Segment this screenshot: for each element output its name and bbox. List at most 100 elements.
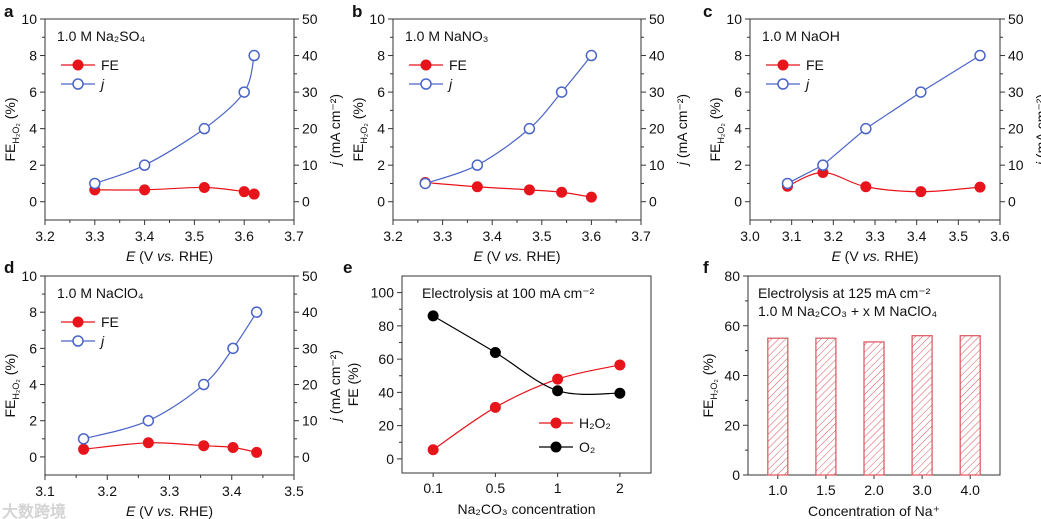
x-tick-label: 2 [616,480,624,496]
legend-marker [72,335,84,347]
label-italic: E [126,503,136,519]
y2-tick-label: 50 [1008,11,1024,27]
y-axis-label: FEH₂O₂ (%) [2,353,21,417]
data-point [250,306,263,318]
data-point [227,342,239,355]
annotation: 1.0 M Na₂CO₃ + x M NaClO₄ [758,303,937,319]
series-line [425,55,592,185]
x-tick-label: 3.0 [912,482,932,498]
legend-label: FE [101,314,119,330]
y-tick-label: 6 [29,84,37,100]
y2-tick-label: 50 [302,268,318,284]
x-tick-label: 3.7 [631,228,651,244]
y2-tick-label: 20 [302,121,318,137]
y2-tick-label: 0 [1008,194,1016,210]
x-tick-label: 3.1 [35,483,55,499]
y-tick-label: 10 [21,11,37,27]
bar [959,335,981,476]
data-point [523,122,536,135]
data-point [860,122,872,135]
annotation: 1.0 M NaClO₄ [57,285,144,301]
label-text: RHE) [880,248,918,264]
y-tick-label: 0 [732,467,740,483]
y-tick-label: 20 [724,417,740,433]
data-point [974,49,986,62]
x-axis-label: E (V vs. RHE) [126,248,213,264]
ylabel-sub: H₂O₂ [709,379,719,400]
panel-label: a [4,2,14,21]
y-tick-label: 6 [29,340,37,356]
data-point [138,159,151,171]
legend-label: FE [806,57,824,73]
data-point [142,414,155,427]
data-point [817,159,829,171]
ylabel-unit: (%) [2,97,18,123]
y2-tick-label: 0 [649,194,657,210]
ylabel-unit: (%) [2,353,18,379]
x-tick-label: 3.0 [740,228,760,244]
legend: H₂O₂ O₂ [539,415,611,455]
data-point [198,122,211,135]
bar [815,337,837,476]
label-italic: vs. [863,248,881,264]
label-italic: vs. [505,248,523,264]
x-tick-label: 3.2 [98,483,118,499]
y2-tick-label: 10 [302,157,318,173]
x-tick-label: 3.5 [532,228,552,244]
x-tick-label: 3.6 [582,228,602,244]
ylabel-unit: (%) [350,97,366,123]
data-point [77,433,90,445]
y-tick-label: 2 [734,157,742,173]
data-point [198,181,210,193]
x-tick-label: 4.0 [960,482,980,498]
y2-tick-label: 40 [649,48,665,64]
y2-tick-label: 30 [1008,84,1024,100]
y2-tick-label: 20 [649,121,665,137]
label-text: Concentration of Na⁺ [808,503,940,519]
panel-label: f [703,258,709,277]
y2-tick-label: 20 [302,377,318,393]
y-tick-label: 2 [377,157,385,173]
label-text: (V [135,248,157,264]
plot-frame [392,18,642,221]
legend-marker [550,441,562,453]
ylabel-sub: H₂O₂ [359,123,369,144]
data-point [974,181,986,193]
label-text: (mA cm⁻²) [1033,94,1041,162]
data-point [227,442,239,454]
legend-label: H₂O₂ [579,415,611,431]
y-tick-label: 8 [734,48,742,64]
panel-f: f 1.0 1.5 2.0 3.0 4.0 0 20 40 60 80 FEH₂O₂ (%) Conce… [700,258,1001,519]
y-tick-label: 8 [29,304,37,320]
y-tick-label: 4 [377,121,385,137]
legend-label: j [804,76,810,92]
y-tick-label: 0 [386,451,394,467]
legend-marker [72,316,84,328]
y-tick-label: 6 [377,84,385,100]
x-tick-label: 3.3 [85,228,105,244]
legend-label: j [447,76,453,92]
legend-marker [72,59,84,71]
y2-tick-label: 30 [649,84,665,100]
data-point [248,188,260,200]
y-tick-label: 100 [371,285,395,301]
data-point [248,49,260,62]
data-point [197,378,210,391]
y-tick-label: 60 [378,351,394,367]
y-tick-label: 8 [29,48,37,64]
data-point [915,186,927,198]
ylabel-main: FE (%) [345,363,361,407]
panel-label: c [703,2,712,21]
x-tick-label: 3.3 [160,483,180,499]
series-line [787,55,981,184]
legend-label: j [99,333,105,349]
data-point [238,186,250,198]
x-tick-label: 3.5 [185,228,205,244]
panel-c: c 3.0 3.1 3.2 3.3 3.4 3.5 3.6 0 2 4 6 8 10 0 10 20 30 40 50… [703,2,1041,264]
data-point [915,86,927,98]
annotation: 1.0 M NaNO₃ [405,28,489,44]
legend-label: FE [449,57,467,73]
annotation: Electrolysis at 125 mA cm⁻² [758,285,931,301]
annotation: Electrolysis at 100 mA cm⁻² [422,285,595,301]
